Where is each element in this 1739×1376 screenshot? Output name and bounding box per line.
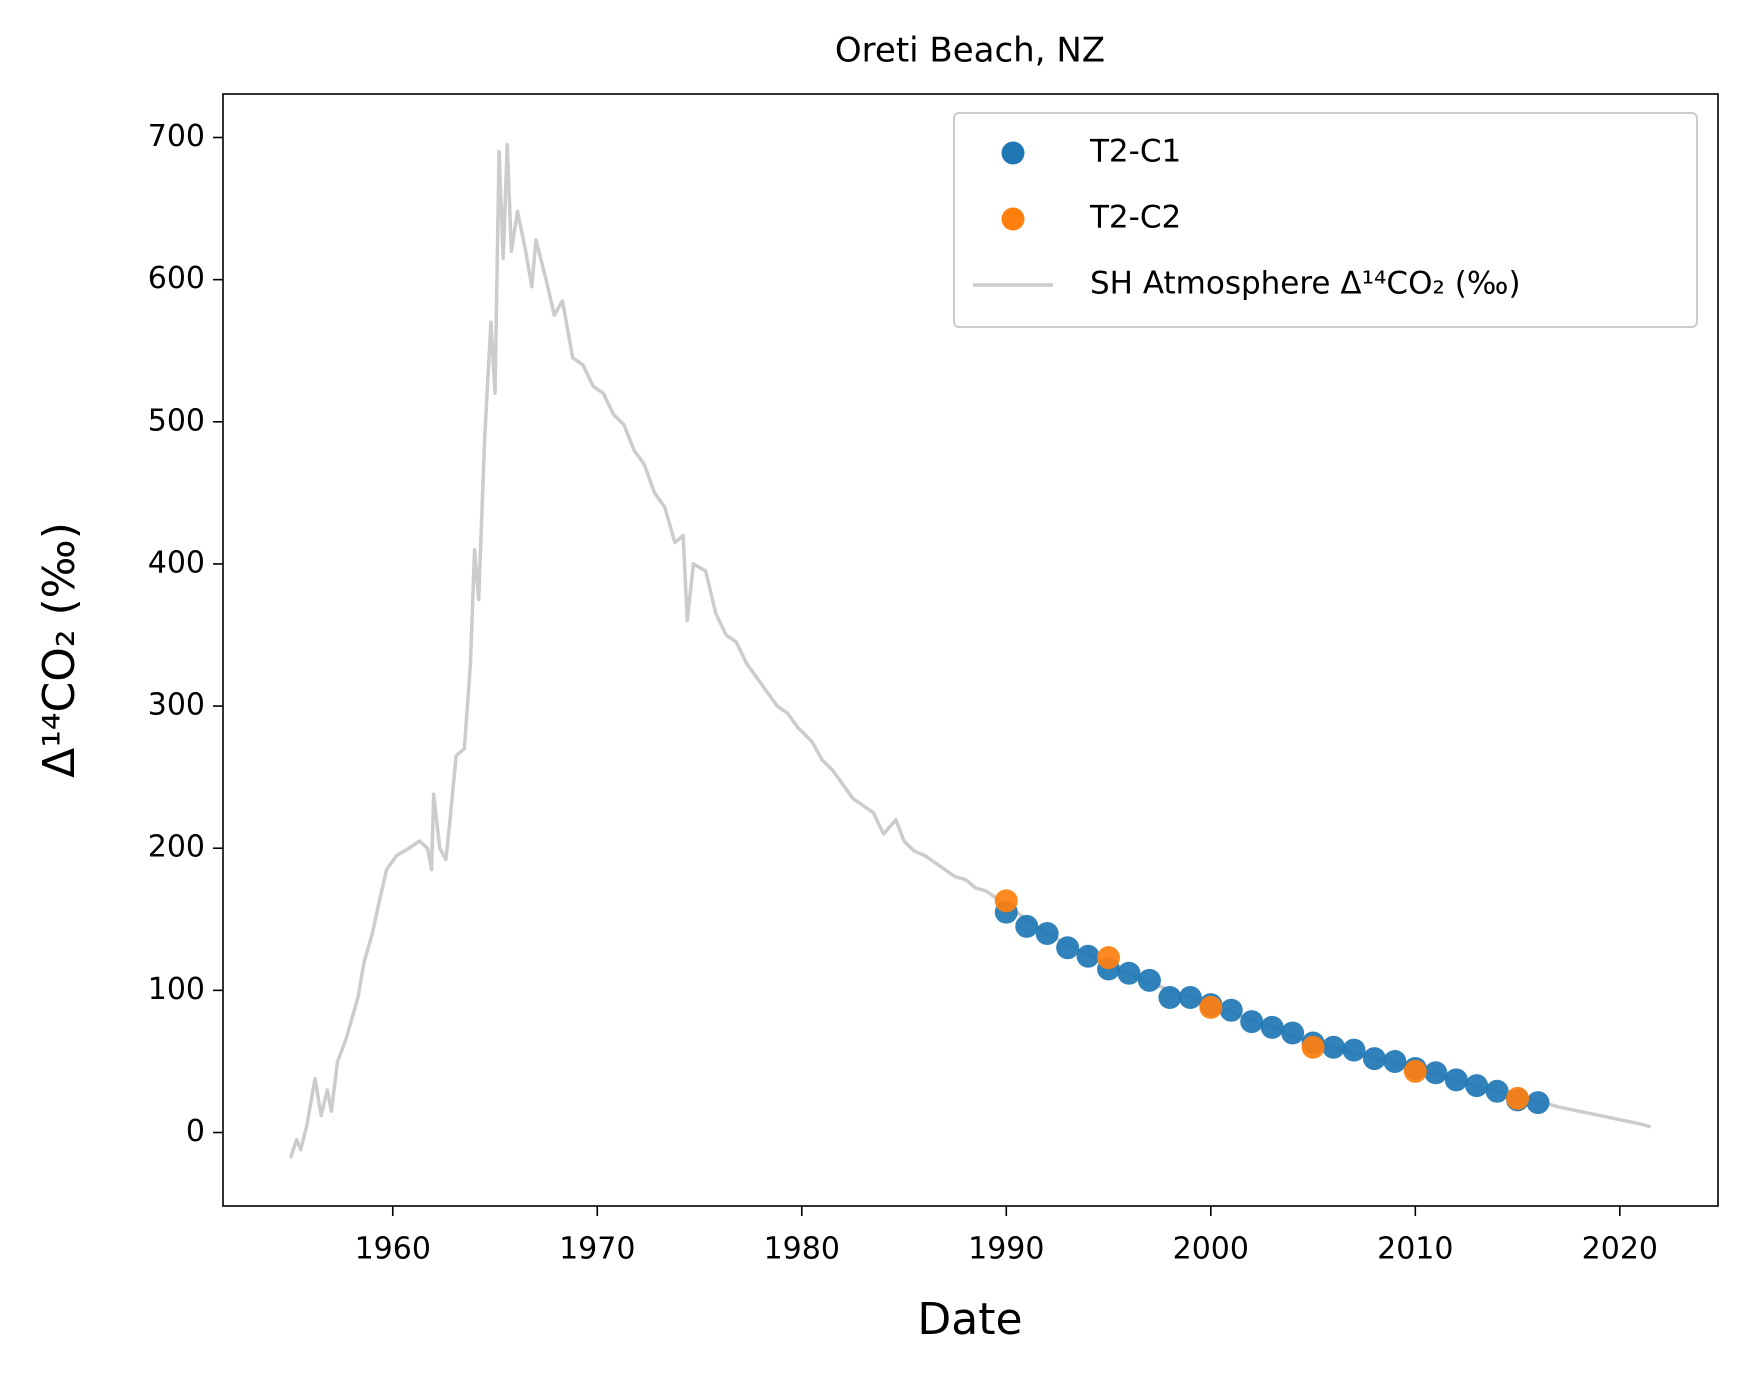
data-point <box>1056 936 1080 960</box>
data-point <box>1506 1086 1530 1110</box>
data-point <box>1015 914 1039 938</box>
x-tick-label: 2010 <box>1377 1232 1453 1267</box>
data-point <box>1526 1091 1550 1115</box>
data-point <box>1342 1038 1366 1062</box>
y-tick-label: 100 <box>148 972 205 1007</box>
data-point <box>1465 1074 1489 1098</box>
x-tick-label: 1970 <box>559 1232 635 1267</box>
legend-box <box>953 112 1698 328</box>
legend-label: SH Atmosphere Δ¹⁴CO₂ (‰) <box>1090 266 1521 302</box>
data-point <box>1281 1021 1305 1045</box>
data-point <box>1362 1047 1386 1071</box>
x-tick-label: 1960 <box>355 1232 431 1267</box>
legend-marker <box>1001 207 1025 231</box>
plot-frame <box>222 93 1719 1207</box>
y-tick-label: 500 <box>148 403 205 438</box>
x-tick-label: 1990 <box>968 1232 1044 1267</box>
data-point <box>994 889 1018 913</box>
legend-label: T2-C2 <box>1089 200 1181 236</box>
legend-label: T2-C1 <box>1089 134 1181 170</box>
legend-marker <box>1001 141 1025 165</box>
data-point <box>1485 1079 1509 1103</box>
data-point <box>1444 1068 1468 1092</box>
data-point <box>1219 998 1243 1022</box>
data-point <box>1260 1015 1284 1039</box>
data-point <box>1137 968 1161 992</box>
data-point <box>1178 985 1202 1009</box>
y-tick-label: 300 <box>148 688 205 723</box>
x-tick-label: 2000 <box>1173 1232 1249 1267</box>
data-point <box>1158 985 1182 1009</box>
data-point <box>1322 1035 1346 1059</box>
data-point <box>1117 961 1141 985</box>
y-tick-label: 0 <box>186 1114 205 1149</box>
data-point <box>1199 995 1223 1019</box>
data-point <box>1240 1010 1264 1034</box>
y-tick-label: 400 <box>148 545 205 580</box>
data-point <box>1097 946 1121 970</box>
x-tick-label: 1980 <box>764 1232 840 1267</box>
y-axis-label: Δ¹⁴CO₂ (‰) <box>34 522 85 778</box>
data-point <box>1424 1061 1448 1085</box>
data-point <box>1403 1059 1427 1083</box>
data-point <box>1076 944 1100 968</box>
chart-title: Oreti Beach, NZ <box>835 31 1105 71</box>
y-tick-label: 200 <box>148 830 205 865</box>
data-point <box>1383 1049 1407 1073</box>
y-tick-label: 700 <box>148 119 205 154</box>
plot-area <box>288 142 1651 1159</box>
x-tick-label: 2020 <box>1582 1232 1658 1267</box>
data-point <box>1035 922 1059 946</box>
legend: T2-C1 T2-C2 SH Atmosphere Δ¹⁴CO₂ (‰) <box>953 112 1698 328</box>
y-tick-label: 600 <box>148 261 205 296</box>
x-axis-label: Date <box>917 1294 1022 1345</box>
data-point <box>1301 1035 1325 1059</box>
